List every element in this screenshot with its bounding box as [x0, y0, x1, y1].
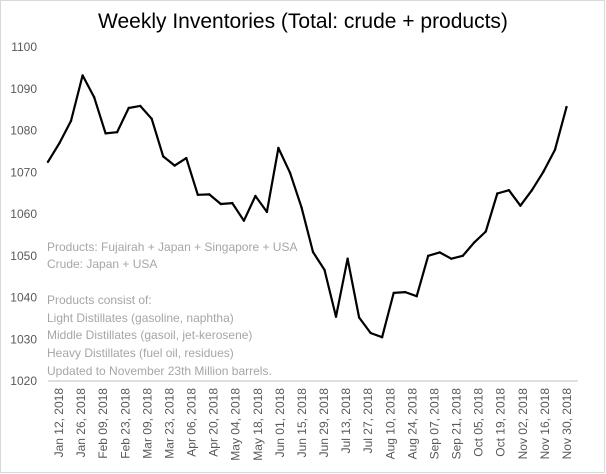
- data-point: [392, 291, 395, 295]
- y-tick-label: 1030: [10, 332, 37, 346]
- data-point: [450, 257, 453, 260]
- y-tick-label: 1100: [11, 40, 37, 54]
- data-point: [484, 230, 487, 233]
- data-point: [542, 170, 545, 173]
- x-tick-label: May 04, 2018: [229, 388, 243, 461]
- data-point: [46, 160, 50, 163]
- data-point: [530, 189, 534, 192]
- data-point: [473, 241, 476, 244]
- data-point: [104, 132, 107, 135]
- y-tick-label: 1060: [10, 207, 37, 221]
- data-point: [242, 219, 246, 222]
- data-point: [334, 315, 338, 318]
- y-tick-label: 1050: [10, 249, 37, 263]
- data-point: [415, 295, 418, 298]
- y-tick-label: 1020: [10, 374, 37, 388]
- annotation-light-distillates: Light Distillates (gasoline, naphtha): [47, 311, 234, 325]
- x-tick-label: Sep 21, 2018: [450, 388, 464, 460]
- data-point: [139, 104, 142, 108]
- x-tick-label: Feb 09, 2018: [96, 388, 110, 459]
- data-point: [265, 210, 269, 214]
- x-tick-label: Oct 05, 2018: [472, 388, 486, 457]
- data-point: [323, 268, 326, 272]
- data-point: [357, 316, 361, 319]
- data-point: [69, 119, 73, 123]
- x-tick-label: Jun 29, 2018: [317, 388, 331, 458]
- x-tick-label: Jun 01, 2018: [273, 388, 287, 458]
- data-point: [58, 141, 61, 145]
- data-point: [553, 148, 557, 151]
- data-point: [519, 204, 522, 207]
- x-tick-label: Nov 30, 2018: [560, 388, 574, 460]
- data-point: [219, 202, 222, 206]
- data-point: [196, 193, 199, 196]
- x-tick-label: Mar 09, 2018: [140, 388, 154, 459]
- x-tick-label: May 18, 2018: [251, 388, 265, 461]
- data-point: [288, 171, 292, 174]
- x-tick-label: Jul 13, 2018: [339, 388, 353, 454]
- data-point: [461, 254, 464, 257]
- annotation-updated: Updated to November 23th Million barrels…: [47, 364, 272, 378]
- x-tick-label: Sep 07, 2018: [427, 388, 441, 460]
- data-point: [115, 131, 119, 134]
- data-point: [346, 257, 349, 260]
- data-point: [277, 146, 280, 150]
- data-point: [208, 193, 211, 196]
- annotation-products-consist: Products consist of:: [47, 293, 152, 307]
- data-point: [404, 290, 407, 294]
- series-group: [46, 74, 568, 339]
- x-tick-label: Jan 26, 2018: [74, 388, 88, 458]
- x-tick-label: Aug 24, 2018: [405, 388, 419, 460]
- data-point: [92, 95, 96, 99]
- annotation-heavy-distillates: Heavy Distillates (fuel oil, residues): [47, 346, 234, 360]
- x-tick-label: Oct 19, 2018: [494, 388, 508, 457]
- x-tick-label: Nov 16, 2018: [538, 388, 552, 460]
- data-point: [173, 164, 176, 167]
- data-point: [150, 117, 153, 121]
- y-tick-label: 1070: [10, 165, 37, 179]
- x-tick-label: Mar 23, 2018: [162, 388, 176, 459]
- data-point: [427, 254, 430, 257]
- y-tick-label: 1080: [10, 124, 37, 138]
- x-tick-label: Feb 23, 2018: [118, 388, 132, 459]
- data-point: [127, 106, 130, 110]
- series-line-0: [46, 74, 568, 339]
- data-point: [254, 194, 257, 198]
- x-axis: Jan 12, 2018 Jan 26, 2018 Feb 09, 2018 Feb …: [48, 380, 578, 461]
- y-tick-label: 1090: [10, 82, 37, 96]
- data-point: [565, 105, 568, 109]
- data-point: [438, 251, 441, 254]
- data-point: [380, 336, 384, 339]
- data-point: [311, 250, 315, 254]
- annotation-products: Products: Fujairah + Japan + Singapore +…: [47, 240, 298, 254]
- chart-title: Weekly Inventories (Total: crude + produ…: [98, 10, 508, 33]
- x-tick-label: Apr 06, 2018: [185, 388, 199, 457]
- x-tick-label: Jul 27, 2018: [361, 388, 375, 454]
- x-tick-label: Aug 10, 2018: [383, 388, 397, 460]
- data-point: [231, 201, 234, 205]
- x-tick-label: Jan 12, 2018: [52, 388, 66, 458]
- data-point: [369, 331, 372, 335]
- data-point: [507, 189, 511, 192]
- annotation-crude: Crude: Japan + USA: [47, 257, 158, 271]
- x-tick-label: Apr 20, 2018: [207, 388, 221, 457]
- data-point: [185, 156, 188, 160]
- data-point: [162, 155, 165, 158]
- x-tick-label: Nov 02, 2018: [516, 388, 530, 460]
- x-tick-label: Jun 15, 2018: [295, 388, 309, 458]
- data-point: [81, 74, 84, 77]
- data-point: [496, 192, 499, 195]
- annotation-middle-distillates: Middle Distillates (gasoil, jet-kerosene…: [47, 328, 253, 342]
- y-axis-labels: 1020 1030 1040 1050 1060 1070 1080 1090 1100: [10, 40, 37, 388]
- data-point: [300, 206, 303, 209]
- y-tick-label: 1040: [10, 291, 37, 305]
